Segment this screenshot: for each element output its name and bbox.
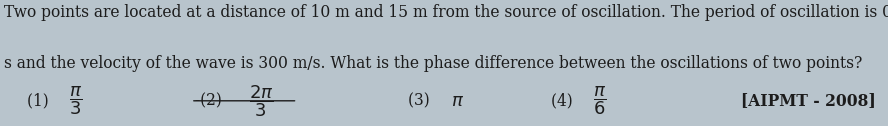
Text: $\dfrac{\pi}{6}$: $\dfrac{\pi}{6}$ bbox=[593, 84, 607, 117]
Text: Two points are located at a distance of 10 m and 15 m from the source of oscilla: Two points are located at a distance of … bbox=[4, 4, 888, 21]
Text: s and the velocity of the wave is 300 m/s. What is the phase difference between : s and the velocity of the wave is 300 m/… bbox=[4, 55, 863, 72]
Text: (3): (3) bbox=[408, 92, 435, 109]
Text: $\dfrac{\pi}{3}$: $\dfrac{\pi}{3}$ bbox=[69, 84, 83, 117]
Text: (1): (1) bbox=[27, 92, 53, 109]
Text: [AIPMT - 2008]: [AIPMT - 2008] bbox=[741, 92, 876, 109]
Text: (4): (4) bbox=[551, 92, 577, 109]
Text: $\pi$: $\pi$ bbox=[451, 92, 464, 110]
Text: $\dfrac{2\pi}{3}$: $\dfrac{2\pi}{3}$ bbox=[249, 83, 274, 119]
Text: -(2): -(2) bbox=[195, 92, 227, 109]
